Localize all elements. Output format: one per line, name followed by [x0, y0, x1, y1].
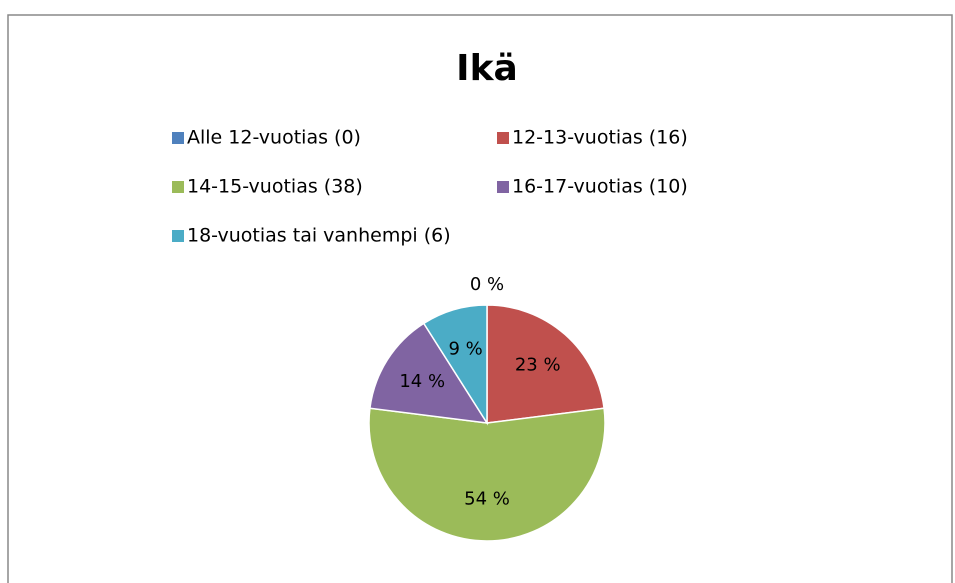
legend-swatch: [172, 230, 184, 242]
data-label: 23 %: [515, 354, 561, 375]
legend-label: 14-15-vuotias (38): [187, 176, 363, 198]
data-label: 14 %: [399, 371, 445, 392]
legend-label: 12-13-vuotias (16): [512, 127, 688, 149]
legend-swatch: [172, 181, 184, 193]
pie-slice: [486, 304, 605, 424]
legend-label: 16-17-vuotias (10): [512, 176, 688, 198]
legend-swatch: [497, 132, 509, 144]
legend-label: Alle 12-vuotias (0): [187, 127, 361, 149]
legend-label: 18-vuotias tai vanhempi (6): [187, 225, 451, 247]
pie-slice: [368, 407, 606, 542]
data-label: 0 %: [470, 274, 504, 295]
pie-slice: [369, 322, 489, 424]
legend-swatch: [497, 181, 509, 193]
pie-slice: [422, 304, 488, 426]
legend-swatch: [172, 132, 184, 144]
data-label: 9 %: [448, 338, 482, 359]
chart-title: Ikä: [456, 48, 518, 89]
data-label: 54 %: [464, 489, 510, 510]
